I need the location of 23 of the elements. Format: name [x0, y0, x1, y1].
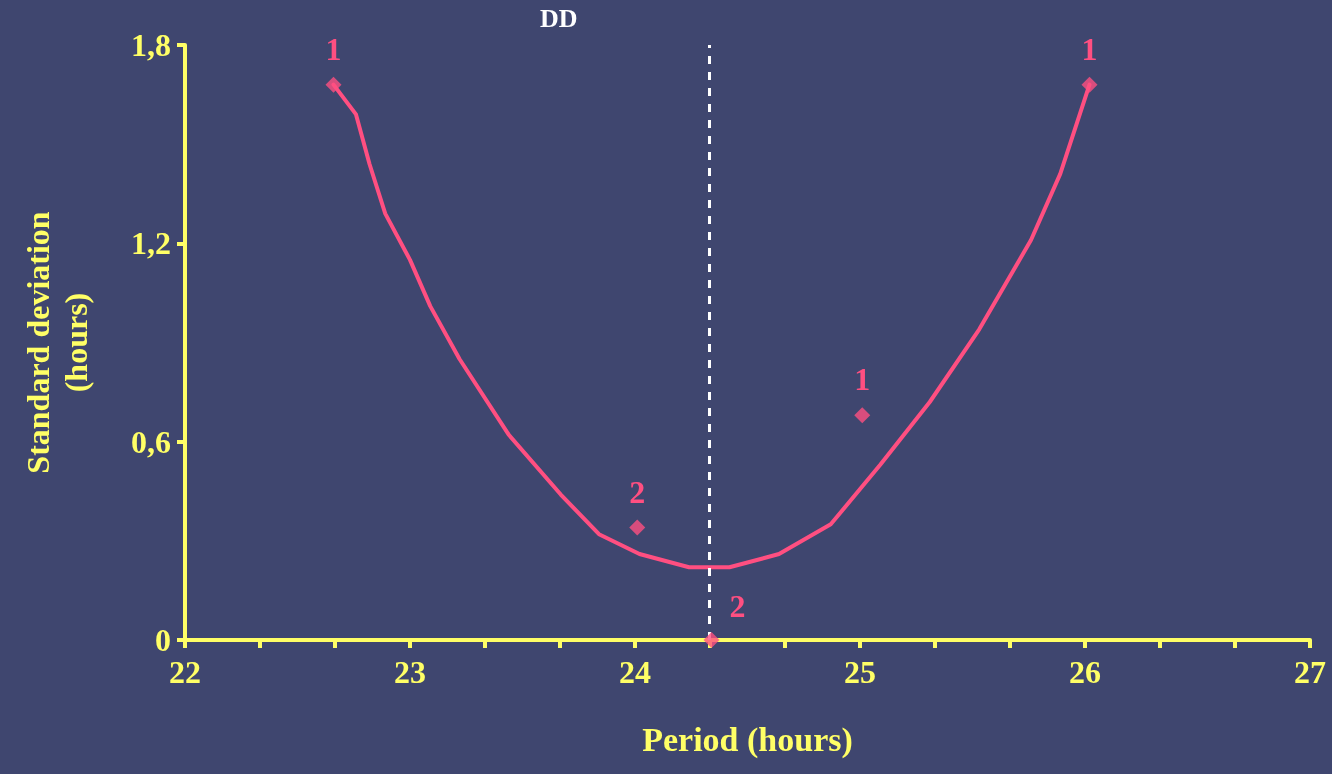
- annotation: 2: [729, 588, 746, 624]
- y-tick-label: 0: [155, 622, 171, 658]
- annotation: 1: [1081, 30, 1098, 67]
- point: [629, 519, 646, 536]
- x-tick-label: 22: [169, 654, 201, 690]
- x-tick-label: 27: [1294, 654, 1326, 690]
- x-tick-label: 26: [1069, 654, 1101, 690]
- point: [703, 632, 720, 648]
- x-tick-label: 25: [844, 654, 876, 690]
- x-tick-label: 23: [394, 654, 426, 690]
- annotation: 2: [629, 473, 646, 510]
- point: [1081, 76, 1098, 93]
- annotation: 1: [325, 30, 342, 67]
- chart-title: DD: [540, 3, 578, 33]
- y-tick-label: 1,8: [131, 27, 171, 63]
- point: [325, 76, 342, 93]
- x-tick-label: 24: [619, 654, 651, 690]
- annotation: 1: [854, 361, 871, 398]
- point: [854, 407, 871, 424]
- y-tick-label: 0,6: [131, 423, 171, 460]
- x-axis-title: Period (hours): [642, 720, 853, 759]
- y-tick-label: 1,2: [131, 225, 171, 262]
- y-axis-title: Standard deviation (hours): [20, 211, 94, 474]
